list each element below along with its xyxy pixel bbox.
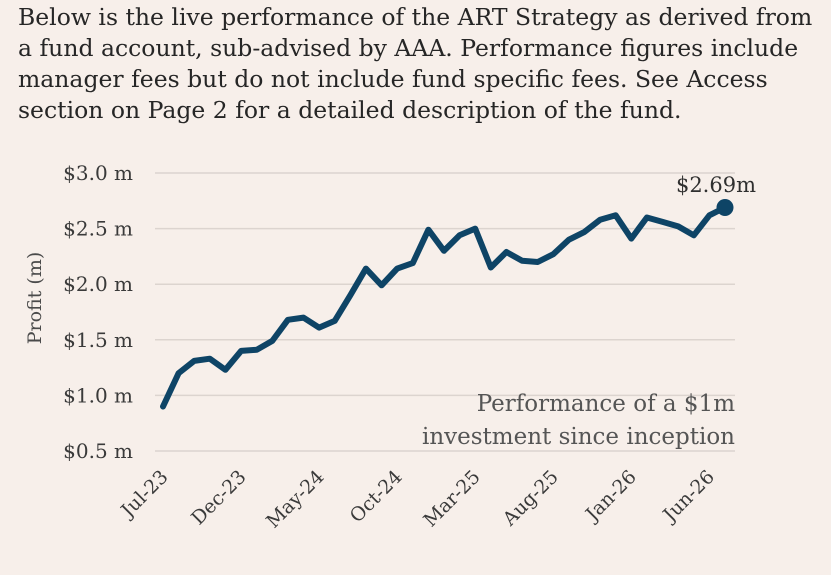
y-tick-label: $1.5 m: [63, 328, 133, 352]
x-tick-label: Jan-26: [580, 466, 641, 527]
x-axis-ticks: Jul-23 Dec-23 May-24 Oct-24 Mar-25 Aug-25 Jan-…: [116, 466, 719, 533]
y-axis-ticks: $3.0 m $2.5 m $2.0 m $1.5 m $1.0 m $0.5 m: [63, 161, 133, 463]
x-tick-label: Aug-25: [498, 466, 563, 531]
annotation-line-2: investment since inception: [422, 424, 735, 450]
y-axis-label: Profit (m): [24, 252, 46, 345]
x-tick-label: Jul-23: [116, 466, 173, 523]
intro-paragraph: Below is the live performance of the ART…: [18, 3, 813, 124]
y-tick-label: $2.0 m: [63, 272, 133, 296]
end-point-marker: [716, 198, 734, 216]
x-tick-label: Oct-24: [346, 466, 407, 527]
x-tick-label: Mar-25: [419, 466, 484, 531]
y-tick-label: $1.0 m: [63, 383, 133, 407]
y-tick-label: $0.5 m: [63, 439, 133, 463]
x-tick-label: Jun-26: [658, 466, 719, 527]
y-tick-label: $3.0 m: [63, 161, 133, 185]
profit-series-line: [160, 204, 728, 410]
x-tick-label: May-24: [262, 466, 329, 533]
annotation-line-1: Performance of a $1m: [477, 391, 736, 417]
y-tick-label: $2.5 m: [63, 217, 133, 241]
end-value-label: $2.69m: [676, 173, 756, 197]
x-tick-label: Dec-23: [187, 466, 250, 529]
